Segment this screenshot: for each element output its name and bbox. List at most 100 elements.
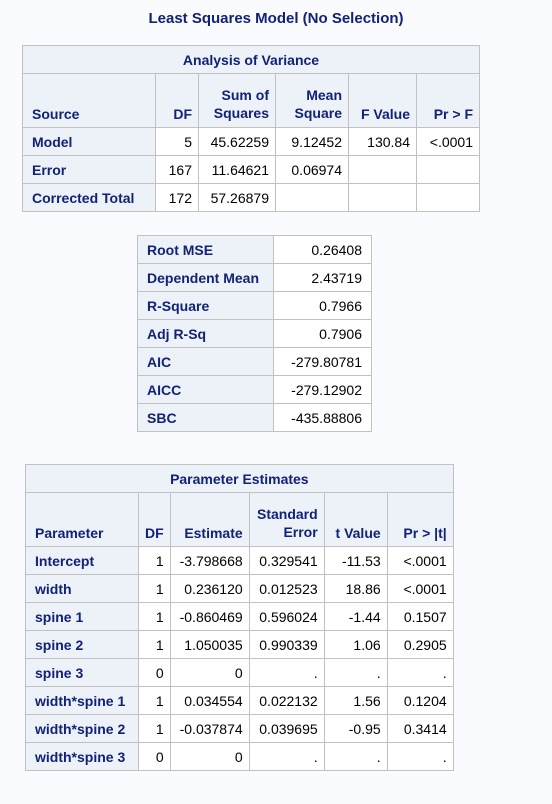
- param-df: 1: [138, 602, 171, 631]
- anova-ms: 9.12452: [275, 127, 349, 156]
- param-estimate: -0.860469: [169, 602, 250, 631]
- fit-stat-value: -279.12902: [273, 375, 372, 404]
- param-t: 1.56: [323, 686, 388, 715]
- params-header-se: Standard Error: [248, 492, 325, 547]
- param-estimate: 1.050035: [169, 630, 250, 659]
- anova-ms: 0.06974: [275, 155, 349, 184]
- param-name: width*spine 3: [25, 742, 139, 771]
- anova-header-df: DF: [155, 73, 199, 128]
- table-row: Intercept 1 -3.798668 0.329541 -11.53 <.…: [25, 546, 454, 575]
- anova-source: Model: [22, 127, 156, 156]
- param-estimate: 0.034554: [169, 686, 250, 715]
- table-row: Adj R-Sq 0.7906: [137, 319, 372, 348]
- table-row: spine 3 0 0 . . .: [25, 658, 454, 687]
- param-estimate: 0: [169, 658, 250, 687]
- param-se: 0.039695: [248, 714, 325, 743]
- table-row: Error 167 11.64621 0.06974: [22, 155, 480, 184]
- param-p: 0.1204: [386, 686, 454, 715]
- param-p: 0.3414: [386, 714, 454, 743]
- anova-header-f: F Value: [348, 73, 417, 128]
- param-name: width: [25, 574, 139, 603]
- table-row: Corrected Total 172 57.26879: [22, 183, 480, 212]
- fit-stat-label: AICC: [137, 375, 274, 404]
- param-t: -1.44: [323, 602, 388, 631]
- param-df: 1: [138, 714, 171, 743]
- anova-p: [416, 183, 480, 212]
- param-df: 0: [138, 658, 171, 687]
- param-name: width*spine 2: [25, 714, 139, 743]
- table-row: Root MSE 0.26408: [137, 235, 372, 264]
- params-header-estimate: Estimate: [169, 492, 250, 547]
- param-t: -11.53: [323, 546, 388, 575]
- param-name: Intercept: [25, 546, 139, 575]
- table-row: Dependent Mean 2.43719: [137, 263, 372, 292]
- fit-stat-value: -279.80781: [273, 347, 372, 376]
- param-se: 0.329541: [248, 546, 325, 575]
- anova-p: <.0001: [416, 127, 480, 156]
- param-se: 0.012523: [248, 574, 325, 603]
- param-name: width*spine 1: [25, 686, 139, 715]
- anova-p: [416, 155, 480, 184]
- param-t: .: [323, 658, 388, 687]
- fit-statistics-table: Root MSE 0.26408 Dependent Mean 2.43719 R-…: [137, 235, 372, 432]
- parameter-estimates-table: Parameter Estimates Parameter DF Estimat…: [25, 464, 454, 771]
- param-se: .: [248, 742, 325, 771]
- table-row: spine 2 1 1.050035 0.990339 1.06 0.2905: [25, 630, 454, 659]
- param-p: <.0001: [386, 574, 454, 603]
- param-name: spine 2: [25, 630, 139, 659]
- table-row: width*spine 1 1 0.034554 0.022132 1.56 0…: [25, 686, 454, 715]
- fit-stat-label: Adj R-Sq: [137, 319, 274, 348]
- param-df: 1: [138, 630, 171, 659]
- page-title: Least Squares Model (No Selection): [148, 10, 404, 27]
- table-row: Model 5 45.62259 9.12452 130.84 <.0001: [22, 127, 480, 156]
- table-row: SBC -435.88806: [137, 403, 372, 432]
- anova-f: 130.84: [348, 127, 417, 156]
- fit-stat-label: Root MSE: [137, 235, 274, 264]
- table-row: width*spine 2 1 -0.037874 0.039695 -0.95…: [25, 714, 454, 743]
- table-row: width 1 0.236120 0.012523 18.86 <.0001: [25, 574, 454, 603]
- anova-ss: 57.26879: [198, 183, 276, 212]
- table-row: R-Square 0.7966: [137, 291, 372, 320]
- param-t: 18.86: [323, 574, 388, 603]
- param-p: .: [386, 658, 454, 687]
- param-estimate: -3.798668: [169, 546, 250, 575]
- param-name: spine 3: [25, 658, 139, 687]
- param-se: .: [248, 658, 325, 687]
- anova-ss: 45.62259: [198, 127, 276, 156]
- param-se: 0.022132: [248, 686, 325, 715]
- anova-header-ss: Sum of Squares: [198, 73, 276, 128]
- params-header-parameter: Parameter: [25, 492, 139, 547]
- anova-header-source: Source: [22, 73, 156, 128]
- fit-stat-label: R-Square: [137, 291, 274, 320]
- fit-stat-value: -435.88806: [273, 403, 372, 432]
- fit-stat-value: 0.26408: [273, 235, 372, 264]
- fit-stat-value: 2.43719: [273, 263, 372, 292]
- anova-f: [348, 155, 417, 184]
- table-row: spine 1 1 -0.860469 0.596024 -1.44 0.150…: [25, 602, 454, 631]
- anova-source: Corrected Total: [22, 183, 156, 212]
- param-df: 1: [138, 686, 171, 715]
- param-estimate: 0: [169, 742, 250, 771]
- fit-stat-value: 0.7966: [273, 291, 372, 320]
- param-df: 0: [138, 742, 171, 771]
- param-se: 0.596024: [248, 602, 325, 631]
- table-row: AICC -279.12902: [137, 375, 372, 404]
- anova-header-ms: Mean Square: [275, 73, 349, 128]
- param-p: 0.1507: [386, 602, 454, 631]
- param-df: 1: [138, 574, 171, 603]
- anova-source: Error: [22, 155, 156, 184]
- table-row: AIC -279.80781: [137, 347, 372, 376]
- fit-stat-label: AIC: [137, 347, 274, 376]
- fit-stat-label: SBC: [137, 403, 274, 432]
- param-p: <.0001: [386, 546, 454, 575]
- anova-table: Analysis of Variance Source DF Sum of Squ…: [22, 45, 480, 212]
- param-estimate: 0.236120: [169, 574, 250, 603]
- params-caption: Parameter Estimates: [25, 464, 454, 493]
- fit-stat-label: Dependent Mean: [137, 263, 274, 292]
- params-header-t: t Value: [323, 492, 388, 547]
- param-df: 1: [138, 546, 171, 575]
- param-se: 0.990339: [248, 630, 325, 659]
- anova-ms: [275, 183, 349, 212]
- anova-df: 167: [155, 155, 199, 184]
- params-header-p: Pr > |t|: [386, 492, 454, 547]
